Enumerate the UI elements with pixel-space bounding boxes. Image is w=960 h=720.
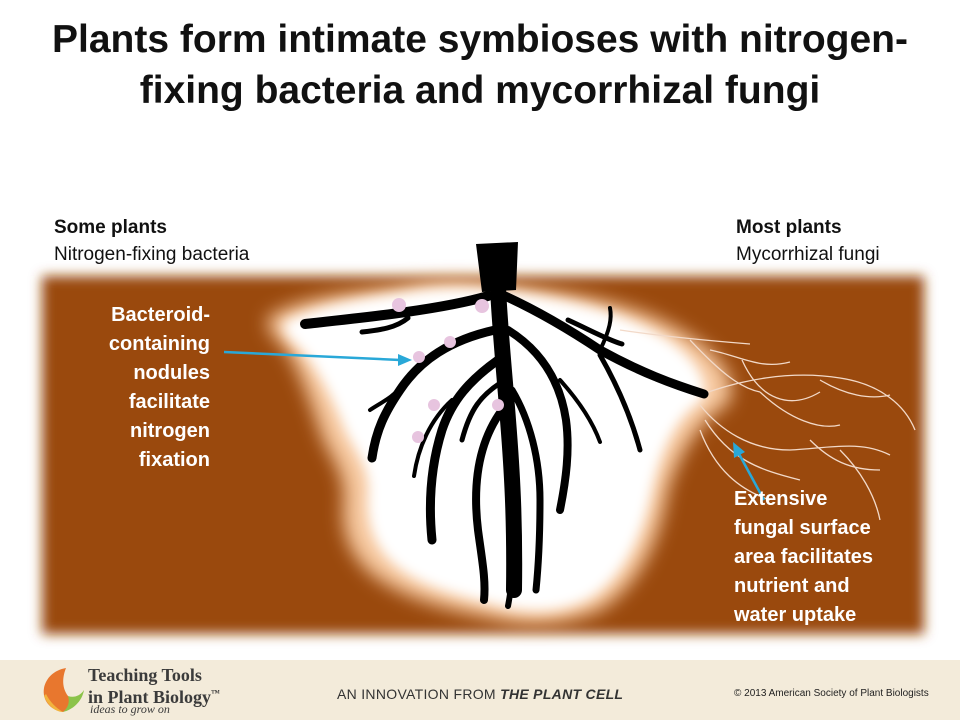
right-group-subheading: Mycorrhizal fungi <box>736 244 880 265</box>
nodule <box>392 298 406 312</box>
nodule-callout-line: nitrogen <box>130 420 210 442</box>
leaf-logo-icon <box>43 668 84 712</box>
nodule <box>475 299 489 313</box>
footer-bar: Teaching Tools in Plant Biology™ ideas t… <box>0 660 960 720</box>
innovation-credit: AN INNOVATION FROM THE PLANT CELL <box>337 686 623 702</box>
bacteroid-nodules <box>392 298 504 443</box>
plant-root-system <box>300 242 709 609</box>
trademark: ™ <box>211 688 221 698</box>
root-zone <box>284 288 705 611</box>
copyright-notice: © 2013 American Society of Plant Biologi… <box>734 688 929 699</box>
nodule-callout-line: nodules <box>133 362 210 384</box>
nodule-callout-line: facilitate <box>128 391 210 413</box>
fungal-callout-line: fungal surface <box>734 517 871 539</box>
fungal-callout-line: area facilitates <box>734 546 873 568</box>
brand-line-2: in Plant Biology™ <box>88 684 220 706</box>
innovation-prefix: AN INNOVATION FROM <box>337 686 496 702</box>
left-group-subheading: Nitrogen-fixing bacteria <box>54 244 250 265</box>
nodule <box>428 399 440 411</box>
fungal-callout-line: water uptake <box>734 604 857 626</box>
nodule <box>412 431 424 443</box>
nodule <box>413 351 425 363</box>
fungal-callout: Extensive fungal surface area facilitates n… <box>734 485 934 630</box>
hyphae-arrow <box>733 442 766 501</box>
fungal-hyphae <box>619 329 916 521</box>
nodule-callout-line: fixation <box>138 449 210 471</box>
brand-name: Teaching Tools in Plant Biology™ <box>88 666 220 706</box>
left-group-heading: Some plants <box>54 217 167 238</box>
nodule-callout: Bacteroid-containing nodules facilitate nit… <box>40 301 210 475</box>
nodule-callout-line: containing <box>108 333 210 355</box>
journal-name: THE PLANT CELL <box>500 686 624 702</box>
fungal-callout-line: Extensive <box>734 488 828 510</box>
nodule-arrow <box>223 350 412 366</box>
left-group-label: Some plants Nitrogen-fixing bacteria <box>54 214 249 268</box>
brand-line-2-text: in Plant Biology <box>88 687 212 707</box>
fungal-callout-line: nutrient and <box>734 575 850 597</box>
brand-line-1: Teaching Tools <box>88 665 202 685</box>
right-group-heading: Most plants <box>736 217 842 238</box>
brand-tagline: ideas to grow on <box>90 702 170 716</box>
nodule-callout-line: Bacteroid- <box>111 304 210 326</box>
slide-title: Plants form intimate symbioses with nitr… <box>52 18 908 112</box>
right-group-label: Most plants Mycorrhizal fungi <box>736 214 880 268</box>
plant-stem <box>476 242 518 292</box>
nodule <box>492 399 504 411</box>
nodule <box>444 336 456 348</box>
